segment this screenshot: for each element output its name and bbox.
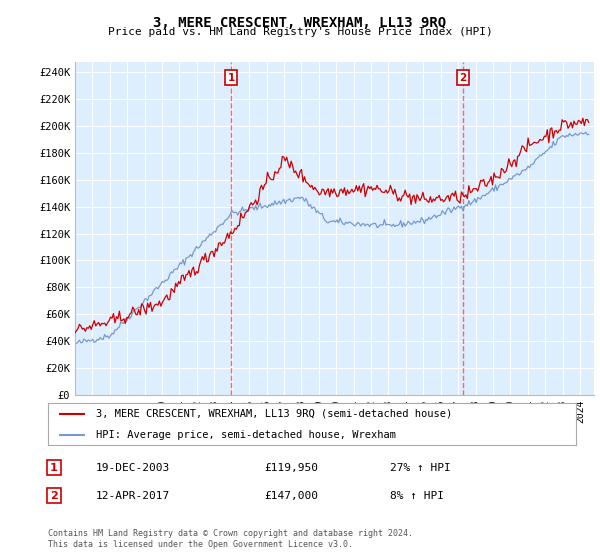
Text: 12-APR-2017: 12-APR-2017	[96, 491, 170, 501]
Text: 3, MERE CRESCENT, WREXHAM, LL13 9RQ: 3, MERE CRESCENT, WREXHAM, LL13 9RQ	[154, 16, 446, 30]
Text: HPI: Average price, semi-detached house, Wrexham: HPI: Average price, semi-detached house,…	[95, 430, 395, 440]
Text: Contains HM Land Registry data © Crown copyright and database right 2024.
This d: Contains HM Land Registry data © Crown c…	[48, 529, 413, 549]
Text: 27% ↑ HPI: 27% ↑ HPI	[390, 463, 451, 473]
Text: £147,000: £147,000	[264, 491, 318, 501]
Text: Price paid vs. HM Land Registry's House Price Index (HPI): Price paid vs. HM Land Registry's House …	[107, 27, 493, 37]
Text: £119,950: £119,950	[264, 463, 318, 473]
Text: 1: 1	[227, 73, 235, 83]
Text: 2: 2	[460, 73, 467, 83]
Text: 1: 1	[50, 463, 58, 473]
Text: 3, MERE CRESCENT, WREXHAM, LL13 9RQ (semi-detached house): 3, MERE CRESCENT, WREXHAM, LL13 9RQ (sem…	[95, 409, 452, 419]
Text: 2: 2	[50, 491, 58, 501]
Text: 8% ↑ HPI: 8% ↑ HPI	[390, 491, 444, 501]
Text: 19-DEC-2003: 19-DEC-2003	[96, 463, 170, 473]
